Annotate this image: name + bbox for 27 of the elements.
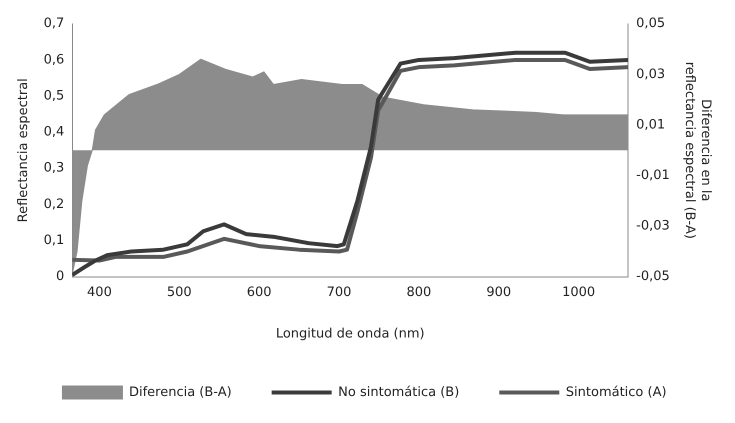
y2-tick-label: -0,05 <box>636 269 670 284</box>
x-tick-label: 400 <box>87 284 112 300</box>
x-tick-label: 900 <box>486 284 512 300</box>
y2-tick-label: -0,03 <box>636 218 670 234</box>
y-tick-label: 0,2 <box>44 196 64 212</box>
y-tick-label: 0 <box>56 269 64 284</box>
y2-tick-label: 0,01 <box>636 117 666 132</box>
x-tick-label: 600 <box>246 284 272 300</box>
x-tick-label: 700 <box>326 284 352 300</box>
x-tick-label: 1000 <box>562 284 596 300</box>
y-tick-label: 0,4 <box>44 124 64 140</box>
y-tick-label: 0,1 <box>44 233 64 248</box>
y2-tick-label: -0,01 <box>636 168 670 183</box>
legend-label: Sintomático (A) <box>566 384 667 400</box>
y-axis-title: Reflectancia espectral <box>16 78 32 222</box>
y2-tick-label: 0,05 <box>636 16 666 32</box>
y-tick-label: 0,5 <box>44 88 64 104</box>
y2-axis-title: Diferencia en la reflectancia espectral (B-A) <box>682 62 713 239</box>
y-tick-label: 0,6 <box>44 52 64 68</box>
x-axis-title: Longitud de onda (nm) <box>276 326 425 342</box>
y-tick-label: 0,3 <box>44 160 64 176</box>
legend-label: Diferencia (B-A) <box>128 384 232 400</box>
y-tick-label: 0,7 <box>44 16 64 32</box>
x-tick-label: 500 <box>166 284 192 300</box>
x-tick-label: 800 <box>406 284 432 300</box>
legend-label: No sintomática (B) <box>338 384 460 400</box>
y2-tick-label: 0,03 <box>636 66 666 82</box>
